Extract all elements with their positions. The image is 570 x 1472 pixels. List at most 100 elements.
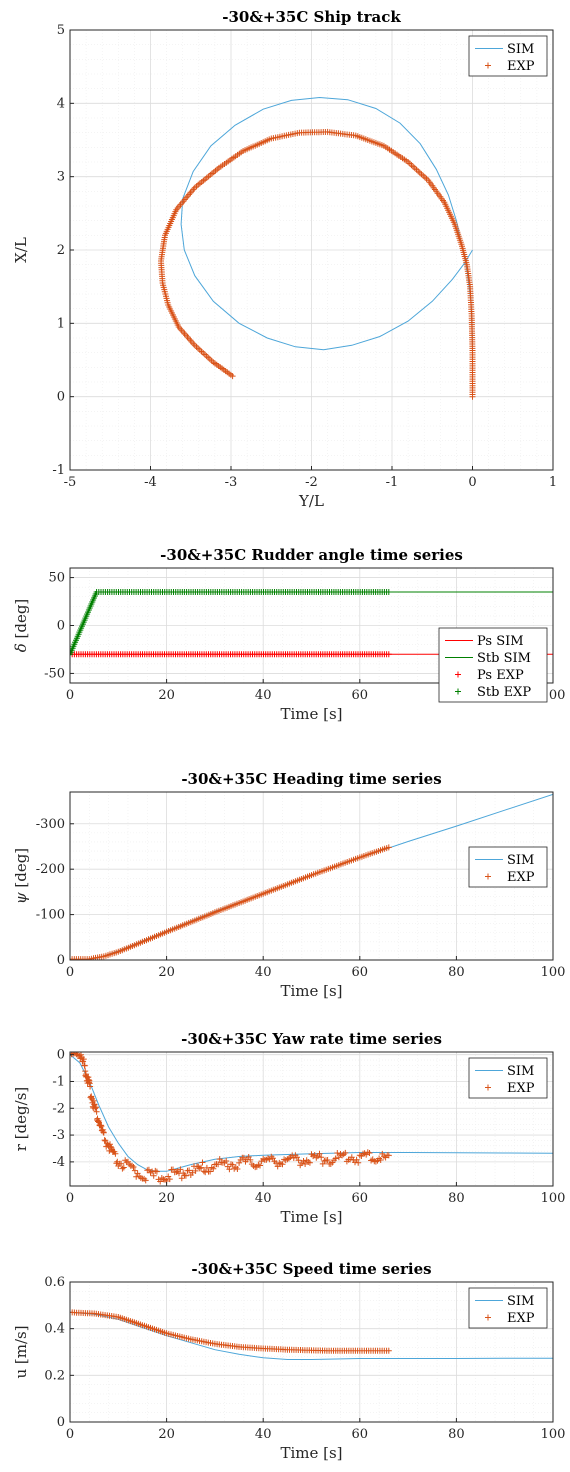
y-axis-label: ψ [deg] (12, 848, 30, 904)
legend-label: SIM (507, 1294, 534, 1309)
chart-title: -30&+35C Heading time series (181, 770, 441, 788)
x-tick-label: 100 (541, 1191, 566, 1206)
legend-label: Stb EXP (477, 685, 531, 700)
x-tick-label: 1 (549, 475, 557, 490)
y-tick-label: 50 (48, 571, 65, 586)
chart-title: -30&+35C Speed time series (191, 1260, 431, 1278)
y-tick-label: -300 (36, 817, 65, 832)
series-yaw-exp (70, 1052, 392, 1185)
chart-title: -30&+35C Yaw rate time series (181, 1030, 442, 1048)
x-tick-label: 0 (66, 1191, 74, 1206)
legend-heading: SIM EXP (468, 846, 548, 888)
series-rudder-ps-exp (70, 651, 392, 658)
x-tick-label: 60 (352, 965, 369, 980)
y-tick-label: 0 (57, 1415, 65, 1430)
y-axis-label: δ [deg] (12, 599, 30, 653)
x-axis-label: Time [s] (280, 982, 342, 1000)
plot-frame (69, 791, 554, 961)
plot-frame (69, 1051, 554, 1187)
series-markers (70, 589, 392, 658)
x-tick-label: 20 (158, 965, 175, 980)
legend-label: SIM (507, 1064, 534, 1079)
x-tick-label: 0 (66, 1427, 74, 1442)
x-tick-label: 40 (255, 1191, 272, 1206)
x-tick-label: -2 (305, 475, 318, 490)
x-tick-label: -4 (144, 475, 157, 490)
legend-label: EXP (507, 870, 535, 885)
series-markers (70, 651, 392, 658)
x-tick-label: -3 (225, 475, 238, 490)
y-axis-unit: [deg] (12, 599, 30, 644)
x-tick-label: 40 (255, 965, 272, 980)
x-tick-label: 0 (468, 475, 476, 490)
x-tick-label: 100 (541, 965, 566, 980)
x-tick-label: 100 (541, 1427, 566, 1442)
x-tick-label: 60 (352, 1191, 369, 1206)
chart-track: -5 -4 -3 -2 -1 0 1 -1 0 1 2 3 4 5 -30&+35C Ship track Y… (12, 8, 557, 510)
legend-label: SIM (507, 42, 534, 57)
x-tick-label: 60 (352, 688, 369, 703)
legend-swatch (455, 688, 461, 695)
legend-label: Ps EXP (477, 668, 524, 683)
legend-yaw: SIM EXP (468, 1057, 548, 1099)
y-tick-label: 5 (57, 23, 65, 38)
legend-swatch (485, 1084, 491, 1091)
y-tick-label: -4 (52, 1155, 65, 1170)
y-axis-symbol: δ (12, 643, 30, 652)
legend-speed: SIM EXP (468, 1287, 548, 1329)
legend-label: Stb SIM (477, 651, 531, 666)
chart-heading: 0 20 40 60 80 100 0 -100 -200 -300 -30&+35C Headin… (12, 770, 565, 1000)
x-tick-label: 20 (158, 688, 175, 703)
y-tick-label: 0.4 (44, 1322, 65, 1337)
x-tick-label: 80 (448, 1427, 465, 1442)
legend-swatch (455, 671, 461, 678)
legend-swatch (485, 1314, 491, 1321)
series-markers (70, 844, 392, 960)
y-tick-label: 1 (57, 316, 65, 331)
x-tick-label: 60 (352, 1427, 369, 1442)
y-tick-label: 0.6 (44, 1275, 65, 1290)
grid-track (69, 29, 554, 471)
series-track-exp (158, 128, 476, 400)
plot-frame (69, 1281, 554, 1423)
y-tick-label: 4 (57, 96, 65, 111)
y-axis-symbol: ψ (12, 892, 30, 904)
y-axis-label: X/L (12, 237, 30, 263)
series-heading-exp (70, 844, 392, 960)
chart-speed: 0 20 40 60 80 100 0 0.2 0.4 0.6 -30&+35C Speed tim… (12, 1260, 565, 1462)
legend-swatch (485, 873, 491, 880)
x-tick-label: -1 (386, 475, 399, 490)
x-tick-label: 20 (158, 1191, 175, 1206)
x-axis-label: Time [s] (280, 705, 342, 723)
legend-label: EXP (507, 1081, 535, 1096)
legend-label: EXP (507, 59, 535, 74)
legend-label: EXP (507, 1311, 535, 1326)
x-tick-label: 20 (158, 1427, 175, 1442)
y-tick-label: -3 (52, 1128, 65, 1143)
x-tick-label: 80 (448, 965, 465, 980)
y-axis-label: r [deg/s] (12, 1087, 30, 1151)
y-tick-label: 0 (57, 390, 65, 405)
y-tick-label: -200 (36, 862, 65, 877)
y-tick-label: -50 (44, 666, 65, 681)
legend-track: SIM EXP (468, 35, 548, 77)
y-tick-label: 0 (57, 619, 65, 634)
y-tick-label: 0.2 (44, 1368, 65, 1383)
legend-label: Ps SIM (477, 634, 524, 649)
y-tick-label: -1 (52, 1074, 65, 1089)
x-axis-label: Time [s] (280, 1444, 342, 1462)
legend-rudder: Ps SIM Stb SIM Ps EXP Stb EXP (438, 627, 548, 703)
chart-title: -30&+35C Rudder angle time series (160, 546, 463, 564)
series-line (180, 96, 473, 397)
x-tick-label: 40 (255, 688, 272, 703)
y-axis-label: u [m/s] (12, 1325, 30, 1378)
series-markers (158, 128, 476, 400)
series-speed-exp (70, 1309, 392, 1354)
y-tick-label: -100 (36, 908, 65, 923)
legend-label: SIM (507, 853, 534, 868)
x-tick-label: -5 (64, 475, 77, 490)
series-markers (70, 1052, 392, 1185)
y-tick-label: 2 (57, 243, 65, 258)
series-rudder-stb-exp (70, 589, 392, 658)
